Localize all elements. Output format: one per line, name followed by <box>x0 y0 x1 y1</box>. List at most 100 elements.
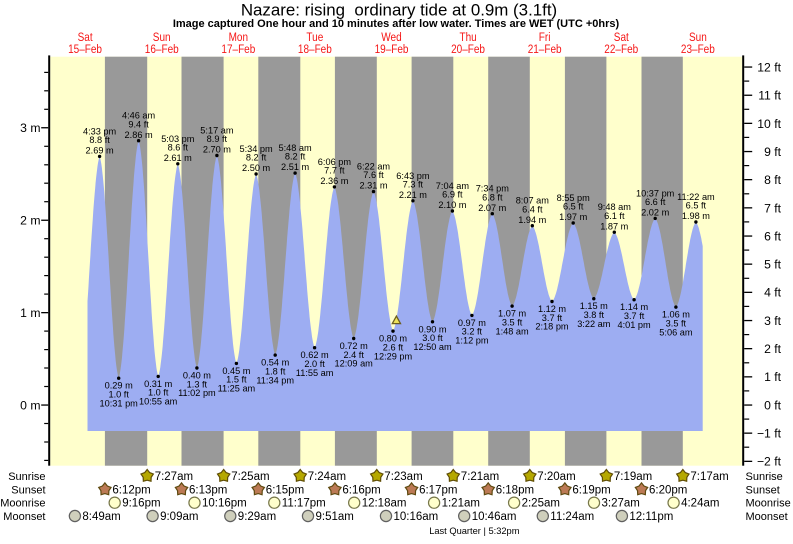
svg-text:11 ft: 11 ft <box>758 89 781 103</box>
svg-text:Thu: Thu <box>460 30 477 44</box>
svg-text:8:07 am: 8:07 am <box>516 196 550 206</box>
svg-text:6:12pm: 6:12pm <box>112 484 150 496</box>
svg-text:3.8 ft: 3.8 ft <box>584 310 605 320</box>
svg-text:10:16am: 10:16am <box>394 511 439 523</box>
svg-text:19–Feb: 19–Feb <box>375 42 409 56</box>
svg-text:20–Feb: 20–Feb <box>451 42 485 56</box>
svg-text:2.61 m: 2.61 m <box>164 153 192 163</box>
svg-text:Sunrise: Sunrise <box>8 471 45 483</box>
svg-text:2.02 m: 2.02 m <box>641 208 669 218</box>
svg-text:1.14 m: 1.14 m <box>620 302 648 312</box>
svg-text:9:51am: 9:51am <box>316 511 354 523</box>
svg-text:12 ft: 12 ft <box>757 60 781 74</box>
svg-text:7.3 ft: 7.3 ft <box>403 179 424 189</box>
svg-text:5 ft: 5 ft <box>764 258 782 272</box>
svg-text:21–Feb: 21–Feb <box>528 42 562 56</box>
svg-text:3 m: 3 m <box>20 121 40 135</box>
svg-text:2 ft: 2 ft <box>764 342 782 356</box>
svg-text:3:22 am: 3:22 am <box>577 319 611 329</box>
svg-text:8.9 ft: 8.9 ft <box>207 134 228 144</box>
svg-text:5:48 am: 5:48 am <box>278 143 312 153</box>
svg-text:11:17pm: 11:17pm <box>282 498 326 510</box>
svg-text:3.5 ft: 3.5 ft <box>666 318 687 328</box>
svg-text:0.90 m: 0.90 m <box>418 324 446 334</box>
svg-text:4:01 pm: 4:01 pm <box>617 320 651 330</box>
svg-text:1:12 pm: 1:12 pm <box>455 336 489 346</box>
svg-text:7:04 am: 7:04 am <box>436 181 470 191</box>
svg-text:11:22 am: 11:22 am <box>677 192 715 202</box>
svg-text:2.86 m: 2.86 m <box>125 130 153 140</box>
svg-text:0.54 m: 0.54 m <box>261 358 289 368</box>
svg-text:0.72 m: 0.72 m <box>340 341 368 351</box>
svg-text:7:25am: 7:25am <box>231 471 269 483</box>
svg-text:22–Feb: 22–Feb <box>604 42 638 56</box>
svg-text:1.8 ft: 1.8 ft <box>265 366 286 376</box>
svg-text:1 m: 1 m <box>20 306 40 320</box>
svg-text:0.80 m: 0.80 m <box>379 334 407 344</box>
svg-text:3.2 ft: 3.2 ft <box>462 327 483 337</box>
svg-text:17–Feb: 17–Feb <box>221 42 255 56</box>
svg-text:Sat: Sat <box>78 30 94 44</box>
svg-text:11:02 pm: 11:02 pm <box>178 388 216 398</box>
svg-text:3.5 ft: 3.5 ft <box>502 317 523 327</box>
svg-text:7 ft: 7 ft <box>764 201 782 215</box>
svg-text:0.29 m: 0.29 m <box>105 381 133 391</box>
svg-text:1.98 m: 1.98 m <box>682 211 710 221</box>
svg-text:3.0 ft: 3.0 ft <box>422 333 443 343</box>
svg-text:2.0 ft: 2.0 ft <box>304 359 325 369</box>
svg-text:2.50 m: 2.50 m <box>242 163 270 173</box>
svg-text:8:55 pm: 8:55 pm <box>557 193 591 203</box>
svg-text:6.5 ft: 6.5 ft <box>686 201 707 211</box>
svg-text:7:23am: 7:23am <box>384 471 422 483</box>
svg-text:3:27am: 3:27am <box>602 498 640 510</box>
svg-text:12:50 am: 12:50 am <box>413 342 452 352</box>
svg-text:1:21am: 1:21am <box>442 498 480 510</box>
svg-text:Wed: Wed <box>381 30 401 44</box>
svg-text:4 ft: 4 ft <box>764 286 782 300</box>
svg-text:8.2 ft: 8.2 ft <box>285 152 306 162</box>
svg-text:16–Feb: 16–Feb <box>145 42 179 56</box>
svg-text:Sunset: Sunset <box>11 484 45 496</box>
svg-text:2.51 m: 2.51 m <box>281 162 309 172</box>
svg-text:12:18am: 12:18am <box>362 498 407 510</box>
svg-text:8.6 ft: 8.6 ft <box>168 142 189 152</box>
svg-text:Last Quarter | 5:32pm: Last Quarter | 5:32pm <box>429 526 520 536</box>
svg-text:6:16pm: 6:16pm <box>342 484 380 496</box>
svg-text:5:06 am: 5:06 am <box>659 327 693 337</box>
svg-text:6.1 ft: 6.1 ft <box>604 211 625 221</box>
svg-text:7:21am: 7:21am <box>461 471 499 483</box>
svg-text:3.7 ft: 3.7 ft <box>624 311 645 321</box>
svg-text:Mon: Mon <box>229 30 248 44</box>
svg-text:7:19am: 7:19am <box>614 471 652 483</box>
svg-text:3.7 ft: 3.7 ft <box>542 313 563 323</box>
svg-text:7:17am: 7:17am <box>690 471 728 483</box>
svg-text:10:55 am: 10:55 am <box>139 397 178 407</box>
svg-text:Sunset: Sunset <box>746 484 780 496</box>
svg-text:4:46 am: 4:46 am <box>122 111 156 121</box>
svg-text:2 m: 2 m <box>20 214 40 228</box>
svg-text:4:24am: 4:24am <box>681 498 719 510</box>
svg-text:Moonrise: Moonrise <box>0 498 45 510</box>
svg-text:Sunrise: Sunrise <box>746 471 783 483</box>
svg-text:23–Feb: 23–Feb <box>681 42 715 56</box>
svg-text:10:31 pm: 10:31 pm <box>100 398 139 408</box>
svg-text:1.87 m: 1.87 m <box>600 221 628 231</box>
svg-text:2.07 m: 2.07 m <box>478 203 506 213</box>
svg-text:5:17 am: 5:17 am <box>200 126 234 136</box>
svg-text:0.62 m: 0.62 m <box>301 350 329 360</box>
svg-text:8 ft: 8 ft <box>764 173 782 187</box>
svg-text:8.2 ft: 8.2 ft <box>246 153 267 163</box>
svg-text:Fri: Fri <box>539 30 551 44</box>
svg-text:8.8 ft: 8.8 ft <box>89 135 110 145</box>
svg-text:9.4 ft: 9.4 ft <box>128 119 149 129</box>
svg-text:11:25 am: 11:25 am <box>218 384 256 394</box>
svg-text:6:17pm: 6:17pm <box>419 484 457 496</box>
svg-text:6.5 ft: 6.5 ft <box>563 202 584 212</box>
svg-text:5:34 pm: 5:34 pm <box>239 144 273 154</box>
svg-text:1:48 am: 1:48 am <box>495 326 529 336</box>
svg-text:18–Feb: 18–Feb <box>298 42 332 56</box>
svg-text:9:48 am: 9:48 am <box>598 202 632 212</box>
svg-text:6:22 am: 6:22 am <box>357 162 391 172</box>
svg-text:2.36 m: 2.36 m <box>320 176 348 186</box>
svg-text:7:24am: 7:24am <box>308 471 346 483</box>
